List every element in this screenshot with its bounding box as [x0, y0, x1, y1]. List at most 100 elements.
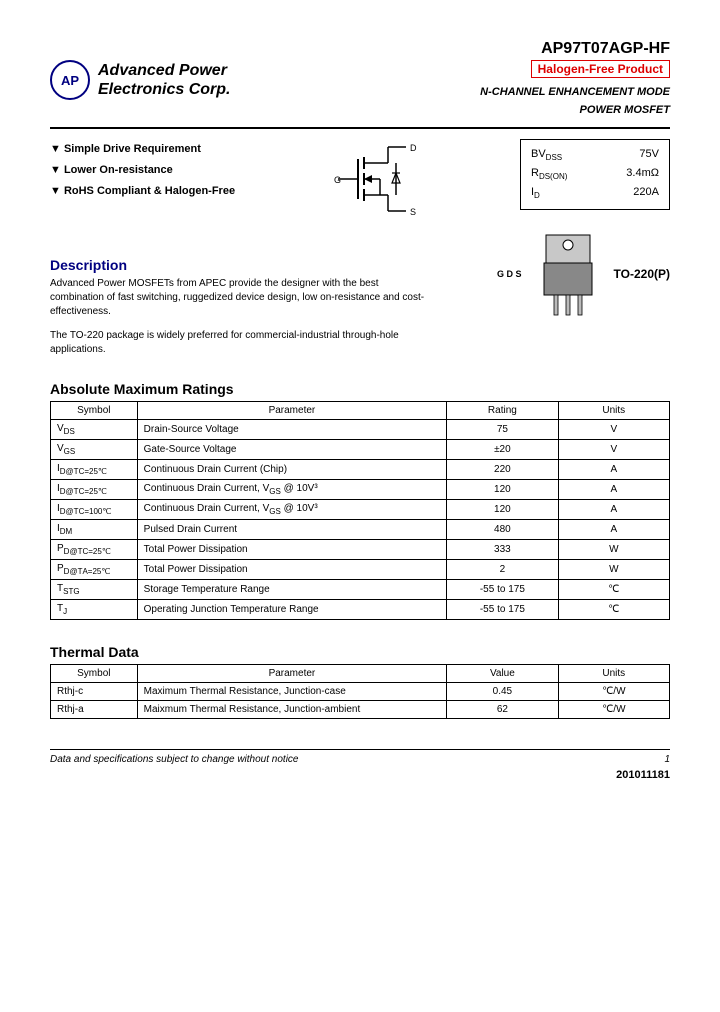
svg-text:S: S [410, 207, 416, 217]
cell-rating: 120 [447, 480, 558, 500]
cell-parameter: Total Power Dissipation [137, 540, 447, 560]
cell-symbol: PD@TC=25℃ [51, 540, 138, 560]
schematic-symbol: G D S [328, 139, 428, 221]
cell-symbol: VDS [51, 420, 138, 440]
package-label: TO-220(P) [614, 267, 670, 281]
cell-rating: -55 to 175 [447, 600, 558, 620]
cell-symbol: TSTG [51, 580, 138, 600]
col-parameter: Parameter [137, 402, 447, 420]
abs-max-table: Symbol Parameter Rating Units VDSDrain-S… [50, 401, 670, 620]
footer-page: 1 [664, 754, 670, 765]
footer-note: Data and specifications subject to chang… [50, 754, 299, 765]
cell-units: ℃/W [558, 683, 669, 701]
description-block: Description Advanced Power MOSFETs from … [50, 233, 430, 357]
cell-parameter: Gate-Source Voltage [137, 440, 447, 460]
cell-units: A [558, 460, 669, 480]
table-row: ID@TC=25℃Continuous Drain Current, VGS @… [51, 480, 670, 500]
cell-parameter: Continuous Drain Current, VGS @ 10V³ [137, 480, 447, 500]
table-header-row: Symbol Parameter Value Units [51, 665, 670, 683]
header-right: AP97T07AGP-HF Halogen-Free Product N-CHA… [480, 40, 670, 119]
feature-item: RoHS Compliant & Halogen-Free [50, 181, 235, 202]
cell-parameter: Continuous Drain Current, VGS @ 10V³ [137, 500, 447, 520]
company-name: Advanced Power Electronics Corp. [98, 61, 230, 99]
key-spec-box: BVDSS 75V RDS(ON) 3.4mΩ ID 220A [520, 139, 670, 210]
cell-rating: 333 [447, 540, 558, 560]
cell-rating: 2 [447, 560, 558, 580]
cell-parameter: Continuous Drain Current (Chip) [137, 460, 447, 480]
col-symbol: Symbol [51, 665, 138, 683]
spec-row: RDS(ON) 3.4mΩ [531, 165, 659, 184]
package-block: G D S TO-220(P) [497, 229, 670, 319]
cell-units: ℃/W [558, 701, 669, 719]
footer-date: 201011181 [50, 769, 670, 781]
col-rating: Rating [447, 402, 558, 420]
logo-icon: AP [50, 60, 90, 100]
cell-symbol: IDM [51, 520, 138, 540]
thermal-table: Symbol Parameter Value Units Rthj-cMaxim… [50, 664, 670, 719]
cell-symbol: ID@TC=25℃ [51, 480, 138, 500]
spec-label: BVDSS [531, 146, 562, 165]
cell-parameter: Storage Temperature Range [137, 580, 447, 600]
cell-symbol: Rthj-c [51, 683, 138, 701]
cell-symbol: ID@TC=100℃ [51, 500, 138, 520]
table-row: VDSDrain-Source Voltage75V [51, 420, 670, 440]
table-row: Rthj-cMaximum Thermal Resistance, Juncti… [51, 683, 670, 701]
spec-value: 220A [633, 184, 659, 203]
cell-parameter: Total Power Dissipation [137, 560, 447, 580]
cell-units: W [558, 560, 669, 580]
spec-label: RDS(ON) [531, 165, 567, 184]
col-units: Units [558, 402, 669, 420]
cell-units: A [558, 480, 669, 500]
description-p2: The TO-220 package is widely preferred f… [50, 329, 430, 357]
cell-parameter: Maximum Thermal Resistance, Junction-cas… [137, 683, 447, 701]
cell-parameter: Maixmum Thermal Resistance, Junction-amb… [137, 701, 447, 719]
table-row: PD@TA=25℃Total Power Dissipation2W [51, 560, 670, 580]
cell-value: 62 [447, 701, 558, 719]
cell-units: A [558, 520, 669, 540]
thermal-title: Thermal Data [50, 644, 670, 660]
logo-block: AP Advanced Power Electronics Corp. [50, 60, 230, 100]
package-pins: G D S [497, 269, 522, 279]
cell-units: A [558, 500, 669, 520]
col-symbol: Symbol [51, 402, 138, 420]
cell-rating: 480 [447, 520, 558, 540]
table-row: VGSGate-Source Voltage±20V [51, 440, 670, 460]
feature-list: Simple Drive Requirement Lower On-resist… [50, 139, 235, 202]
spec-value: 3.4mΩ [626, 165, 659, 184]
cell-units: V [558, 440, 669, 460]
mode-line2: POWER MOSFET [480, 102, 670, 120]
table-row: Rthj-aMaixmum Thermal Resistance, Juncti… [51, 701, 670, 719]
description-p1: Advanced Power MOSFETs from APEC provide… [50, 277, 430, 319]
cell-symbol: VGS [51, 440, 138, 460]
cell-rating: 120 [447, 500, 558, 520]
company-line2: Electronics Corp. [98, 80, 230, 99]
datasheet-page: AP Advanced Power Electronics Corp. AP97… [0, 0, 720, 801]
halogen-free-badge: Halogen-Free Product [531, 60, 670, 78]
table-row: TJOperating Junction Temperature Range-5… [51, 600, 670, 620]
part-number: AP97T07AGP-HF [480, 40, 670, 58]
cell-rating: 75 [447, 420, 558, 440]
table-row: IDMPulsed Drain Current480A [51, 520, 670, 540]
footer: Data and specifications subject to chang… [50, 749, 670, 765]
cell-parameter: Drain-Source Voltage [137, 420, 447, 440]
cell-units: ℃ [558, 600, 669, 620]
to220-package-icon [528, 229, 608, 319]
company-line1: Advanced Power [98, 61, 230, 80]
col-parameter: Parameter [137, 665, 447, 683]
cell-rating: ±20 [447, 440, 558, 460]
feature-item: Lower On-resistance [50, 160, 235, 181]
cell-rating: 220 [447, 460, 558, 480]
cell-units: W [558, 540, 669, 560]
table-row: ID@TC=25℃Continuous Drain Current (Chip)… [51, 460, 670, 480]
header-rule [50, 127, 670, 129]
mode-line1: N-CHANNEL ENHANCEMENT MODE [480, 84, 670, 102]
cell-value: 0.45 [447, 683, 558, 701]
cell-symbol: Rthj-a [51, 701, 138, 719]
cell-parameter: Operating Junction Temperature Range [137, 600, 447, 620]
mode-text: N-CHANNEL ENHANCEMENT MODE POWER MOSFET [480, 84, 670, 119]
cell-parameter: Pulsed Drain Current [137, 520, 447, 540]
cell-symbol: PD@TA=25℃ [51, 560, 138, 580]
feature-item: Simple Drive Requirement [50, 139, 235, 160]
spec-value: 75V [639, 146, 659, 165]
cell-units: V [558, 420, 669, 440]
